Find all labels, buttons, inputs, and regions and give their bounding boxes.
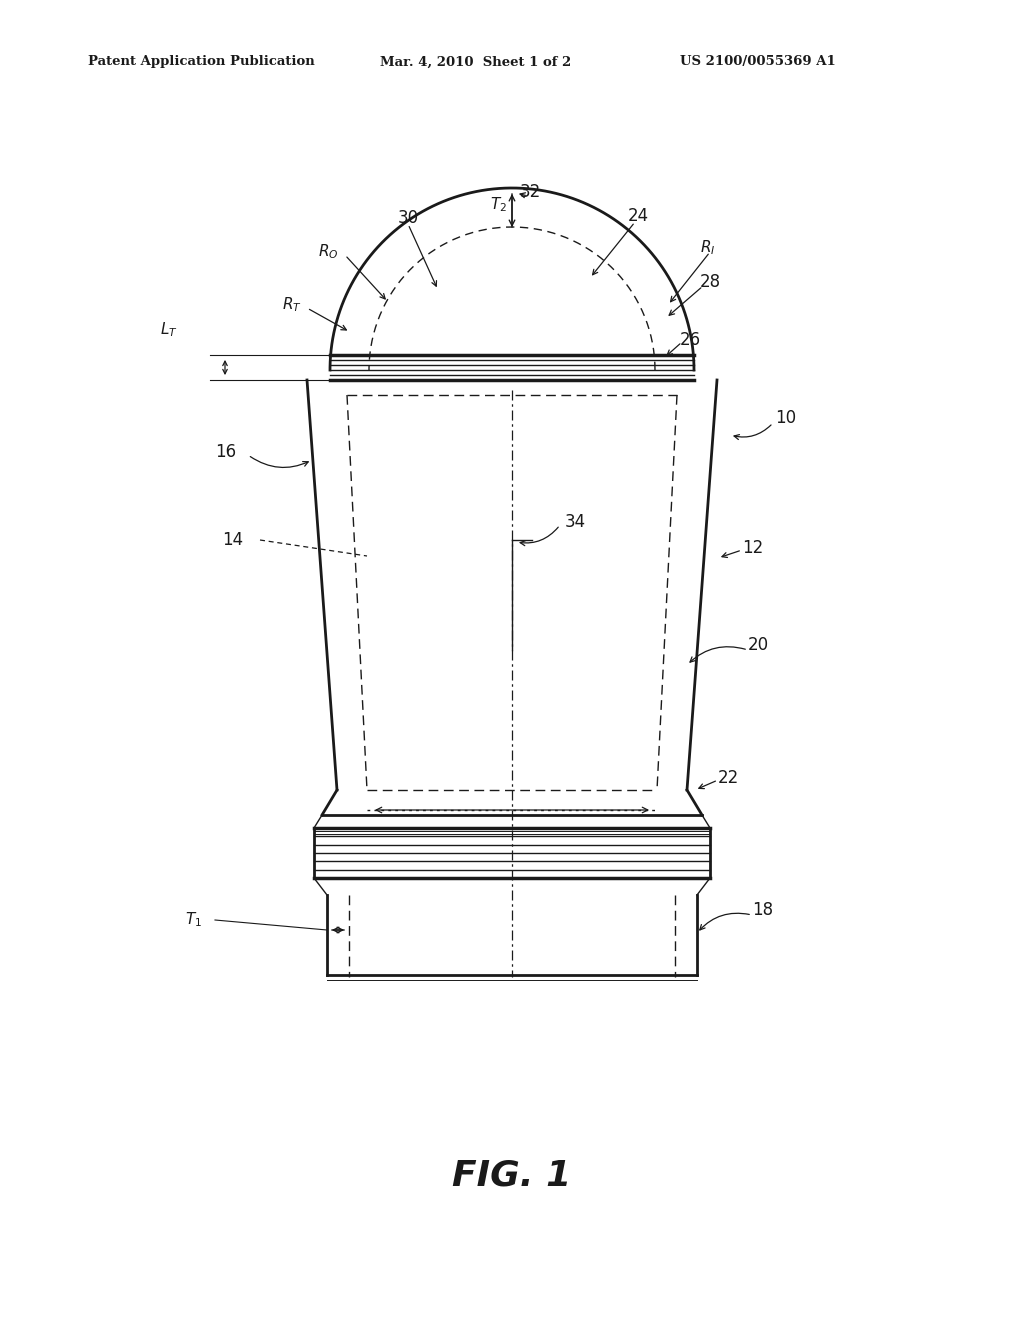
Text: 28: 28 — [700, 273, 721, 290]
Text: $\mathit{L}_{T}$: $\mathit{L}_{T}$ — [160, 321, 178, 339]
Text: FIG. 1: FIG. 1 — [453, 1158, 571, 1192]
Text: 16: 16 — [215, 444, 237, 461]
Text: $\mathit{R}_{O}$: $\mathit{R}_{O}$ — [318, 243, 339, 261]
Text: $\mathit{R}_{T}$: $\mathit{R}_{T}$ — [282, 296, 302, 314]
Text: 12: 12 — [742, 539, 763, 557]
Text: 24: 24 — [628, 207, 649, 224]
Text: 22: 22 — [718, 770, 739, 787]
Text: 30: 30 — [398, 209, 419, 227]
Text: Mar. 4, 2010  Sheet 1 of 2: Mar. 4, 2010 Sheet 1 of 2 — [380, 55, 571, 69]
Text: $\mathit{R}_{I}$: $\mathit{R}_{I}$ — [700, 239, 716, 257]
Text: 10: 10 — [775, 409, 796, 426]
Text: 18: 18 — [752, 902, 773, 919]
Text: 20: 20 — [748, 636, 769, 653]
Text: 14: 14 — [222, 531, 243, 549]
Text: 26: 26 — [680, 331, 701, 348]
Text: $\mathit{T}_{2}$: $\mathit{T}_{2}$ — [490, 195, 507, 214]
Text: 34: 34 — [565, 513, 586, 531]
Text: 32: 32 — [520, 183, 542, 201]
Text: US 2100/0055369 A1: US 2100/0055369 A1 — [680, 55, 836, 69]
Text: Patent Application Publication: Patent Application Publication — [88, 55, 314, 69]
Text: $\mathit{T}_{1}$: $\mathit{T}_{1}$ — [185, 911, 202, 929]
